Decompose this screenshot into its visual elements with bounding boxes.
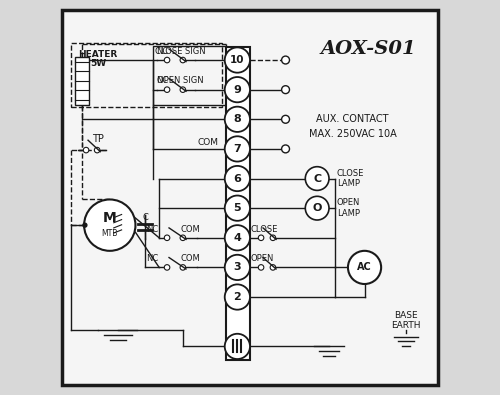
Circle shape	[258, 265, 264, 270]
Bar	[226, 47, 250, 360]
Text: AC: AC	[357, 262, 372, 273]
Text: 7: 7	[234, 144, 241, 154]
Text: MTB: MTB	[102, 229, 118, 237]
Text: OPEN: OPEN	[250, 254, 274, 263]
Text: EARTH: EARTH	[392, 322, 421, 330]
Circle shape	[224, 166, 250, 191]
Text: TP: TP	[92, 134, 104, 144]
Text: 8: 8	[234, 114, 241, 124]
Circle shape	[84, 147, 89, 153]
Circle shape	[164, 265, 170, 270]
Text: OPEN SIGN: OPEN SIGN	[157, 77, 204, 85]
Circle shape	[224, 47, 250, 73]
Text: NC: NC	[156, 77, 169, 85]
Text: 5W: 5W	[90, 59, 106, 68]
Bar	[75, 57, 89, 105]
Text: C: C	[142, 213, 148, 222]
Circle shape	[224, 284, 250, 310]
Text: AOX-S01: AOX-S01	[320, 40, 416, 58]
Text: O: O	[312, 203, 322, 213]
Text: CLOSE
LAMP: CLOSE LAMP	[337, 169, 364, 188]
Text: 10: 10	[230, 55, 244, 65]
Circle shape	[83, 223, 87, 227]
Circle shape	[224, 136, 250, 162]
Circle shape	[270, 235, 276, 241]
Text: C: C	[313, 173, 321, 184]
Circle shape	[164, 235, 170, 241]
Circle shape	[306, 196, 329, 220]
Text: CLOSE SIGN: CLOSE SIGN	[155, 47, 206, 56]
Circle shape	[348, 251, 381, 284]
Circle shape	[282, 115, 290, 123]
Circle shape	[164, 87, 170, 92]
Text: NC: NC	[146, 254, 158, 263]
Circle shape	[270, 265, 276, 270]
Text: 2: 2	[234, 292, 241, 302]
Circle shape	[164, 57, 170, 63]
Circle shape	[224, 196, 250, 221]
Bar	[153, 46, 226, 105]
Text: MAX. 250VAC 10A: MAX. 250VAC 10A	[309, 129, 396, 139]
Circle shape	[306, 167, 329, 190]
Circle shape	[180, 265, 186, 270]
Text: 9: 9	[234, 85, 241, 95]
Circle shape	[224, 334, 250, 359]
Text: NC: NC	[146, 225, 158, 233]
Circle shape	[180, 57, 186, 63]
Text: NC: NC	[156, 47, 169, 56]
Text: COM: COM	[181, 254, 201, 263]
Text: M: M	[103, 211, 117, 225]
Text: 3: 3	[234, 262, 241, 273]
Circle shape	[224, 255, 250, 280]
Circle shape	[258, 235, 264, 241]
Text: COM: COM	[198, 139, 218, 147]
Circle shape	[224, 107, 250, 132]
Text: BASE: BASE	[394, 312, 418, 320]
Text: 4: 4	[234, 233, 241, 243]
Circle shape	[224, 77, 250, 102]
Circle shape	[224, 225, 250, 250]
Text: AUX. CONTACT: AUX. CONTACT	[316, 113, 389, 124]
Text: 6: 6	[234, 173, 241, 184]
Text: 5: 5	[234, 203, 241, 213]
Circle shape	[282, 86, 290, 94]
Text: OPEN
LAMP: OPEN LAMP	[337, 198, 360, 218]
Circle shape	[94, 147, 100, 153]
Circle shape	[180, 235, 186, 241]
Text: CLOSE: CLOSE	[250, 225, 278, 233]
Circle shape	[282, 56, 290, 64]
Circle shape	[180, 87, 186, 92]
Text: COM: COM	[181, 225, 201, 233]
Circle shape	[282, 145, 290, 153]
Circle shape	[84, 199, 136, 251]
Text: HEATER: HEATER	[78, 50, 118, 59]
